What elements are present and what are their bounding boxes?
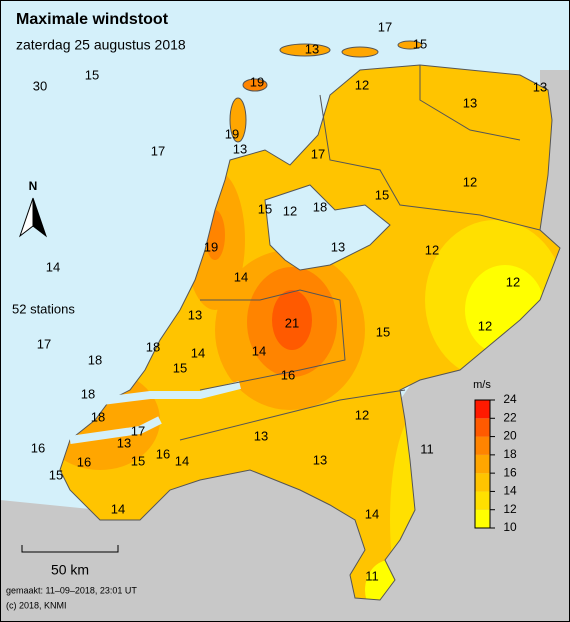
station-value: 15 [173, 360, 187, 375]
legend-tick-label: 16 [503, 465, 517, 479]
station-value: 14 [252, 343, 266, 358]
station-value: 14 [234, 269, 248, 284]
station-value: 13 [463, 95, 477, 110]
legend-tick-label: 24 [503, 392, 517, 406]
station-value: 17 [151, 143, 165, 158]
station-value: 15 [258, 201, 272, 216]
station-value: 16 [31, 440, 45, 455]
station-value: 19 [204, 239, 218, 254]
province-borders [179, 65, 541, 441]
station-value: 17 [37, 336, 51, 351]
station-count: 52 stations [12, 301, 75, 316]
legend-swatch [475, 418, 490, 437]
station-value: 11 [365, 568, 379, 583]
legend-swatch [475, 491, 490, 510]
station-value: 13 [188, 307, 202, 322]
ijsselmeer [264, 184, 391, 271]
station-value: 14 [175, 453, 189, 468]
station-value: 14 [46, 259, 60, 274]
scale-label: 50 km [51, 562, 89, 578]
scale-bar: 50 km [21, 545, 119, 578]
legend-swatch [475, 454, 490, 474]
station-value: 12 [463, 174, 477, 189]
legend-tick-label: 20 [503, 429, 517, 443]
footer-made: gemaakt: 11–09–2018, 23:01 UT [6, 585, 137, 595]
station-value: 12 [506, 274, 520, 289]
station-value: 16 [156, 446, 170, 461]
station-value: 12 [355, 407, 369, 422]
station-value: 16 [281, 367, 295, 382]
station-value: 13 [305, 41, 319, 56]
station-value: 18 [91, 409, 105, 424]
legend-border [474, 399, 491, 529]
legend-tick-label: 14 [503, 484, 517, 498]
station-value: 18 [88, 352, 102, 367]
legend-swatch [475, 436, 490, 455]
station-value: 12 [425, 242, 439, 257]
station-value: 15 [413, 36, 427, 51]
station-value: 14 [191, 345, 205, 360]
station-value: 14 [365, 506, 379, 521]
station-value: 19 [250, 74, 264, 89]
station-value: 13 [331, 239, 345, 254]
legend-tick-label: 22 [503, 410, 517, 424]
station-value: 15 [131, 453, 145, 468]
station-value: 18 [146, 339, 160, 354]
station-value: 17 [311, 146, 325, 161]
islands [229, 40, 423, 143]
station-value: 13 [233, 141, 247, 156]
station-value: 19 [225, 126, 239, 141]
station-value: 17 [378, 19, 392, 34]
subtitle: zaterdag 25 augustus 2018 [16, 37, 186, 53]
station-value: 15 [49, 467, 63, 482]
station-value: 30 [33, 78, 47, 93]
station-value: 13 [313, 452, 327, 467]
station-value: 15 [376, 324, 390, 339]
station-value: 18 [313, 199, 327, 214]
estuary [69, 381, 241, 444]
footer-copyright: (c) 2018, KNMI [6, 600, 67, 610]
station-value: 16 [77, 454, 91, 469]
station-value: 14 [111, 501, 125, 516]
legend: m/s 10 12 14 16 18 20 22 24 [473, 379, 517, 534]
station-value: 13 [533, 79, 547, 94]
station-value: 11 [420, 441, 434, 456]
station-value: 13 [254, 428, 268, 443]
station-value: 13 [117, 435, 131, 450]
station-value: 12 [283, 203, 297, 218]
title: Maximale windstoot [16, 11, 169, 28]
station-value: 18 [81, 386, 95, 401]
station-value: 12 [478, 318, 492, 333]
legend-swatch [475, 400, 490, 419]
station-value: 21 [285, 315, 299, 330]
station-value: 15 [375, 187, 389, 202]
legend-unit: m/s [473, 379, 491, 391]
neighbour-land [0, 70, 570, 622]
compass: N [18, 179, 48, 238]
station-value: 12 [355, 77, 369, 92]
legend-tick-label: 12 [503, 502, 517, 516]
compass-label: N [29, 179, 38, 193]
legend-tick-label: 10 [503, 520, 517, 534]
station-value: 17 [131, 423, 145, 438]
legend-swatch [475, 509, 490, 528]
legend-swatch [475, 473, 490, 492]
legend-tick-label: 18 [503, 447, 517, 461]
station-value: 15 [85, 67, 99, 82]
